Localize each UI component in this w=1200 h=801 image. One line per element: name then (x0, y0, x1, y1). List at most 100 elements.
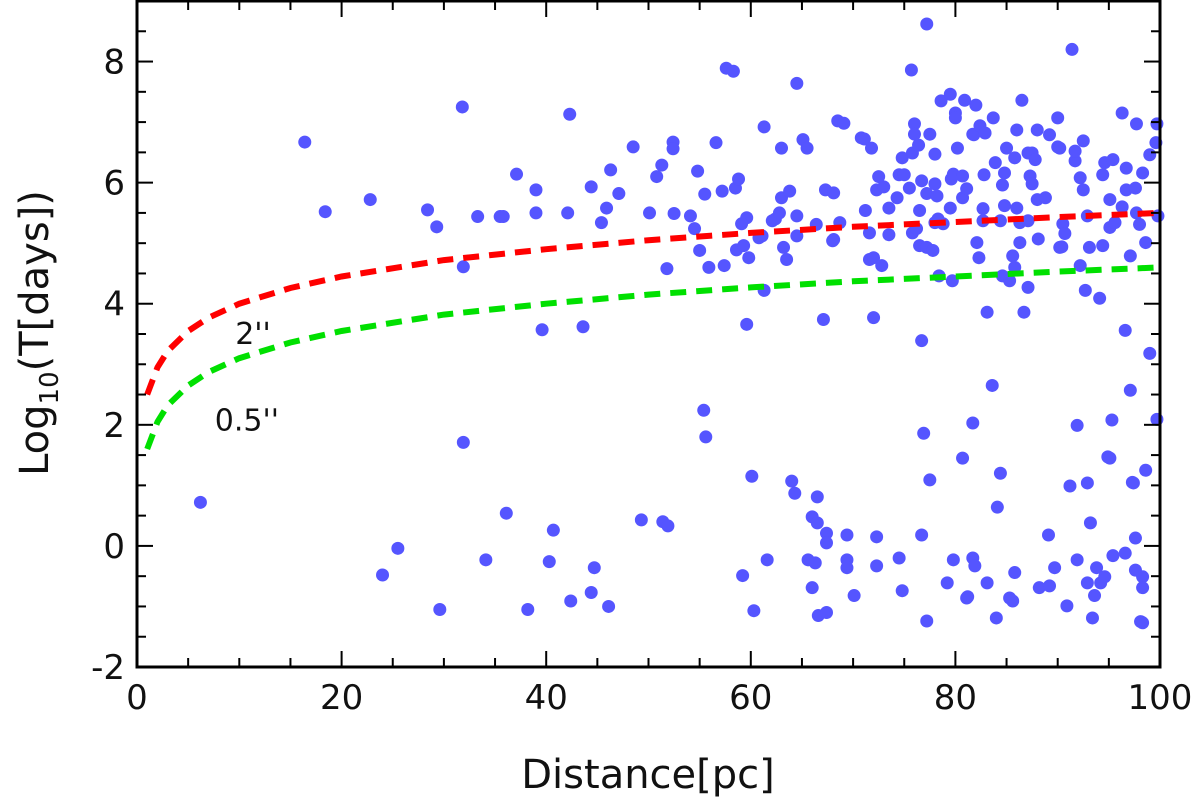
data-point (376, 568, 390, 582)
data-point (697, 403, 711, 417)
data-point (363, 193, 377, 207)
x-tick-label: 0 (126, 678, 148, 718)
data-point (1032, 581, 1046, 595)
data-point (865, 141, 879, 155)
data-point (1041, 528, 1055, 542)
data-point (1115, 200, 1129, 214)
data-point (1105, 413, 1119, 427)
data-point (745, 469, 759, 483)
x-tick-label: 40 (525, 678, 568, 718)
data-point (946, 553, 960, 567)
data-point (934, 94, 948, 108)
plot-frame (135, 0, 1162, 669)
y-tick-label: 8 (103, 43, 125, 83)
data-point (890, 191, 904, 205)
data-point (1093, 291, 1107, 305)
data-point (757, 120, 771, 134)
data-point (600, 201, 614, 215)
data-point (1118, 546, 1132, 560)
data-point (740, 317, 754, 331)
data-point (907, 117, 921, 131)
data-point (920, 187, 934, 201)
data-point (995, 178, 1009, 192)
data-point (774, 141, 788, 155)
y-axis-label: Log10(T[days]) (12, 190, 65, 476)
data-point (626, 140, 640, 154)
data-point (584, 180, 598, 194)
data-point (870, 559, 884, 573)
data-point (956, 169, 970, 183)
data-point (915, 174, 929, 188)
data-point (961, 590, 975, 604)
data-point (1126, 476, 1140, 490)
data-point (810, 490, 824, 504)
data-point (780, 253, 794, 267)
data-point (920, 17, 934, 31)
data-point (521, 602, 535, 616)
data-point (1106, 549, 1120, 563)
data-point (1055, 240, 1069, 254)
data-point (1076, 134, 1090, 148)
data-point (1013, 236, 1027, 250)
data-point (1128, 531, 1142, 545)
data-point (907, 127, 921, 141)
data-point (691, 164, 705, 178)
data-point (915, 528, 929, 542)
data-point (960, 182, 974, 196)
data-point (920, 614, 934, 628)
data-point (1073, 259, 1087, 273)
data-point (471, 210, 485, 224)
data-point (969, 98, 983, 112)
data-point (1136, 581, 1150, 595)
data-point (847, 589, 861, 603)
data-point (972, 251, 986, 265)
data-point (1021, 214, 1035, 228)
data-point (1073, 171, 1087, 185)
data-point (820, 606, 834, 620)
data-point (902, 181, 916, 195)
data-point (882, 228, 896, 242)
data-point (956, 451, 970, 465)
data-point (760, 553, 774, 567)
data-point (1080, 476, 1094, 490)
data-point (1108, 216, 1122, 230)
data-point (928, 147, 942, 161)
data-point (777, 240, 791, 254)
data-point (988, 156, 1002, 170)
data-point (870, 530, 884, 544)
data-point (584, 586, 598, 600)
data-point (943, 201, 957, 215)
data-point (1103, 193, 1117, 207)
data-point (980, 305, 994, 319)
data-point (790, 209, 804, 223)
data-point (810, 516, 824, 530)
data-point (455, 100, 469, 114)
data-point (980, 576, 994, 590)
data-point (1038, 191, 1052, 205)
y-tick-label: 0 (103, 527, 125, 567)
data-point (923, 127, 937, 141)
data-point (650, 170, 664, 184)
data-point (643, 206, 657, 220)
data-point (564, 594, 578, 608)
data-point (742, 251, 756, 265)
data-point (736, 569, 750, 583)
data-point (529, 183, 543, 197)
data-point (1136, 166, 1150, 180)
curve-line-1 (144, 264, 1161, 451)
data-point (1025, 177, 1039, 191)
data-point (456, 435, 470, 449)
data-point (837, 116, 851, 130)
data-point (594, 216, 608, 230)
data-point (510, 167, 524, 181)
data-point (877, 180, 891, 194)
data-point (1056, 217, 1070, 231)
data-point (820, 526, 834, 540)
data-point (693, 243, 707, 257)
data-point (1103, 451, 1117, 465)
data-point (1015, 93, 1029, 107)
data-point (985, 378, 999, 392)
data-point (1053, 141, 1067, 155)
data-point (602, 599, 616, 613)
data-point (808, 556, 822, 570)
